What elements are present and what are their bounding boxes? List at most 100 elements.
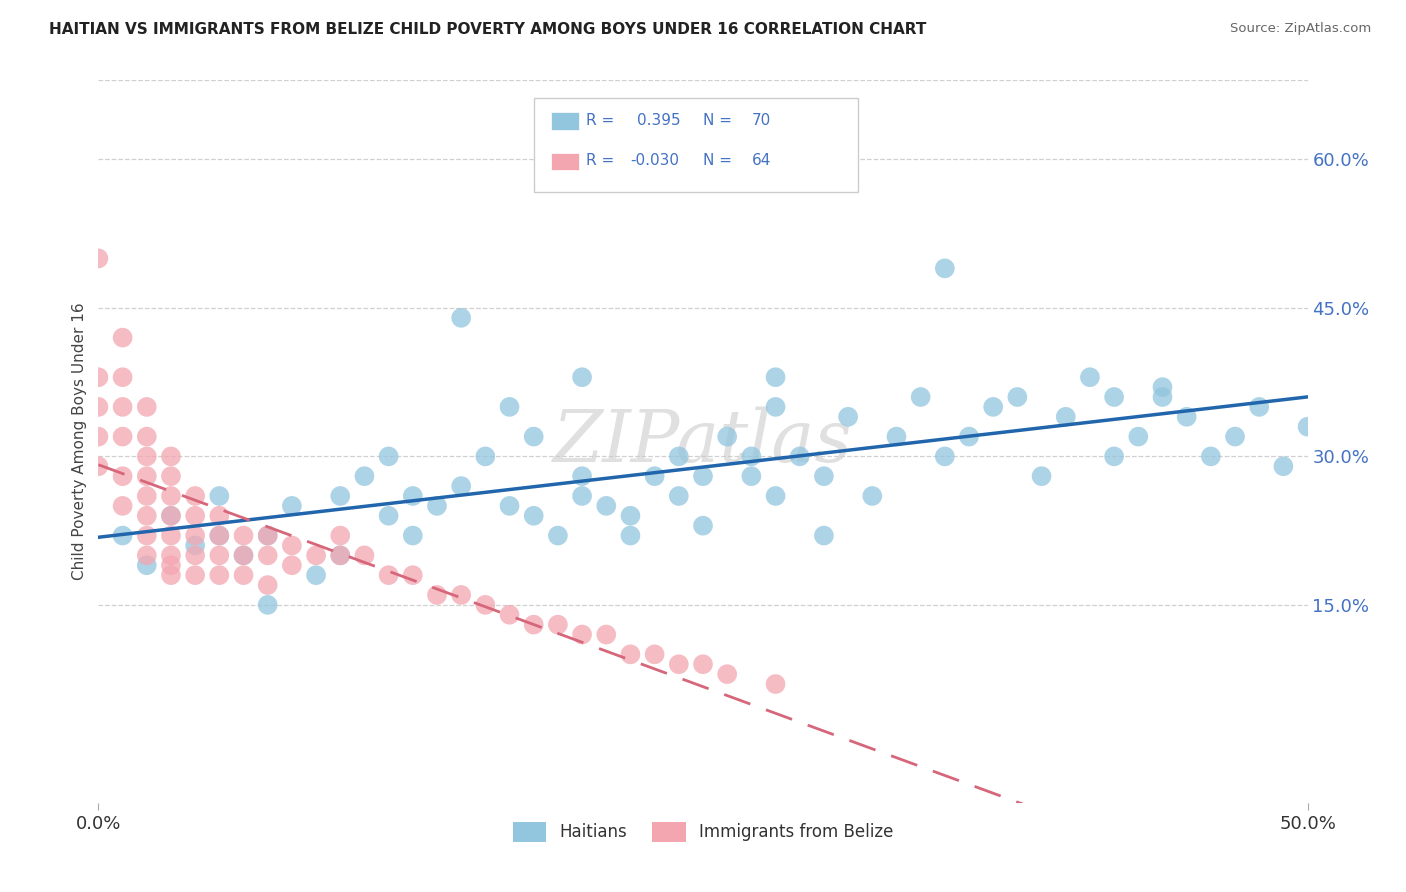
Point [232, 528, 254, 542]
Point [765, 400, 787, 414]
Point [402, 568, 425, 582]
Point [135, 469, 157, 483]
Point [498, 499, 520, 513]
Point [1128, 429, 1150, 443]
Point [523, 429, 546, 443]
Point [87, 429, 110, 443]
Point [281, 499, 304, 513]
Point [450, 479, 472, 493]
Point [111, 429, 134, 443]
Point [329, 528, 352, 542]
Text: ZIPatlas: ZIPatlas [553, 406, 853, 477]
Point [1152, 390, 1174, 404]
Point [135, 558, 157, 573]
Point [111, 370, 134, 384]
Point [523, 617, 546, 632]
Point [740, 450, 762, 464]
Point [692, 657, 714, 672]
Text: R =: R = [586, 153, 620, 168]
Point [377, 508, 399, 523]
Point [571, 627, 593, 641]
Point [402, 528, 425, 542]
Point [329, 549, 352, 563]
Point [281, 558, 304, 573]
Point [450, 310, 472, 325]
Point [329, 489, 352, 503]
Point [571, 370, 593, 384]
Text: N =: N = [703, 113, 733, 128]
Point [135, 400, 157, 414]
Point [1078, 370, 1101, 384]
Point [208, 549, 231, 563]
Point [426, 499, 449, 513]
Text: 70: 70 [752, 113, 772, 128]
Point [184, 549, 207, 563]
Point [692, 518, 714, 533]
Text: -0.030: -0.030 [630, 153, 679, 168]
Point [256, 528, 278, 542]
Point [789, 450, 811, 464]
Point [135, 549, 157, 563]
Point [184, 568, 207, 582]
Point [87, 370, 110, 384]
Text: HAITIAN VS IMMIGRANTS FROM BELIZE CHILD POVERTY AMONG BOYS UNDER 16 CORRELATION : HAITIAN VS IMMIGRANTS FROM BELIZE CHILD … [49, 22, 927, 37]
Point [716, 429, 738, 443]
Point [208, 489, 231, 503]
Point [111, 499, 134, 513]
Point [1102, 390, 1125, 404]
Point [184, 528, 207, 542]
Y-axis label: Child Poverty Among Boys Under 16: Child Poverty Among Boys Under 16 [72, 302, 87, 581]
Point [160, 450, 183, 464]
Point [910, 390, 932, 404]
Point [474, 598, 496, 612]
Point [1296, 419, 1319, 434]
Point [160, 469, 183, 483]
Point [547, 617, 569, 632]
Point [184, 539, 207, 553]
Point [87, 252, 110, 266]
Point [160, 489, 183, 503]
Point [547, 528, 569, 542]
Point [668, 450, 690, 464]
Point [860, 489, 883, 503]
Point [208, 508, 231, 523]
Point [619, 528, 641, 542]
Point [644, 648, 666, 662]
Point [87, 459, 110, 474]
Point [1249, 400, 1271, 414]
Point [160, 508, 183, 523]
Point [450, 588, 472, 602]
Point [160, 568, 183, 582]
Point [256, 528, 278, 542]
Point [256, 578, 278, 592]
Point [498, 607, 520, 622]
Point [1175, 409, 1198, 424]
Point [740, 469, 762, 483]
Point [111, 528, 134, 542]
Point [160, 508, 183, 523]
Point [765, 677, 787, 691]
Point [111, 330, 134, 344]
Text: Source: ZipAtlas.com: Source: ZipAtlas.com [1230, 22, 1371, 36]
Point [837, 409, 859, 424]
Point [765, 489, 787, 503]
Point [716, 667, 738, 681]
Point [571, 469, 593, 483]
Point [232, 549, 254, 563]
Point [1152, 380, 1174, 394]
Point [1199, 450, 1222, 464]
Point [619, 508, 641, 523]
Point [1223, 429, 1246, 443]
Point [692, 469, 714, 483]
Point [668, 489, 690, 503]
Point [281, 539, 304, 553]
Point [184, 508, 207, 523]
Point [160, 558, 183, 573]
Point [305, 549, 328, 563]
Point [765, 370, 787, 384]
Point [232, 568, 254, 582]
Point [498, 400, 520, 414]
Point [160, 528, 183, 542]
Point [619, 648, 641, 662]
Point [256, 598, 278, 612]
